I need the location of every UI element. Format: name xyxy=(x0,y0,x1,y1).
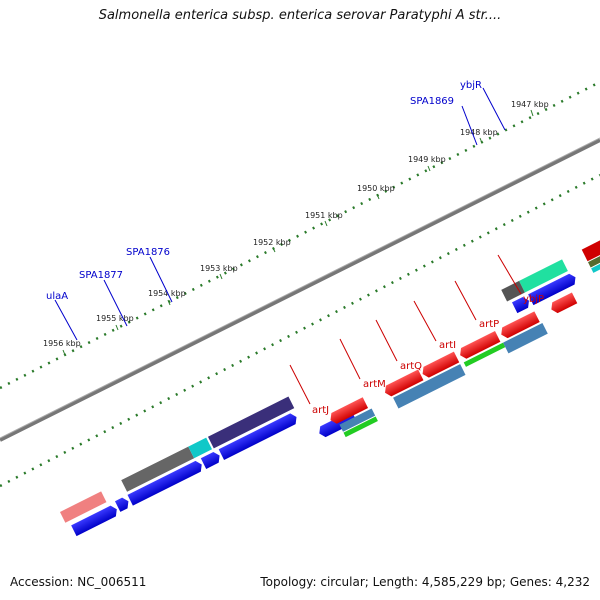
gene-arrow[interactable] xyxy=(499,311,540,340)
gene-arrow[interactable] xyxy=(328,397,369,425)
gene-block[interactable] xyxy=(581,231,600,262)
tick-label: 1952 kbp xyxy=(253,238,291,247)
tick-label: 1951 kbp xyxy=(305,211,343,220)
accession-text: Accession: NC_006511 xyxy=(10,575,147,589)
tick-label: 1953 kbp xyxy=(200,264,238,273)
gene-arrow[interactable] xyxy=(218,412,299,460)
tick-labels: 1947 kbp 1948 kbp 1949 kbp 1950 kbp 1951… xyxy=(43,100,549,348)
gene-block[interactable] xyxy=(339,408,376,432)
gene-block[interactable] xyxy=(188,437,212,459)
gene-label-artJ[interactable]: artJ xyxy=(312,405,329,416)
gene-block[interactable] xyxy=(503,322,548,354)
reverse-genes xyxy=(319,292,578,438)
bottom-gene-labels: ybjP artP artI artQ artM artJ xyxy=(289,254,544,416)
map-title: Salmonella enterica subsp. enterica sero… xyxy=(98,8,502,23)
tick-label: 1956 kbp xyxy=(43,339,81,348)
tick-label: 1954 kbp xyxy=(148,289,186,298)
gene-arrow[interactable] xyxy=(511,295,532,314)
gene-label-SPA1869[interactable]: SPA1869 xyxy=(410,96,454,107)
gene-arrow[interactable] xyxy=(114,496,131,512)
tick-label: 1949 kbp xyxy=(408,155,446,164)
gene-block[interactable] xyxy=(501,280,525,302)
gene-block[interactable] xyxy=(59,491,107,523)
gene-block[interactable] xyxy=(463,342,506,367)
gene-label-artP[interactable]: artP xyxy=(479,319,499,330)
forward-arrows xyxy=(71,272,578,537)
gene-arrow[interactable] xyxy=(528,272,578,306)
tick-label: 1955 kbp xyxy=(96,314,134,323)
gene-label-artI[interactable]: artI xyxy=(439,340,456,351)
forward-blocks xyxy=(59,231,600,523)
genome-backbone xyxy=(0,137,600,442)
gene-arrow[interactable] xyxy=(420,351,460,380)
gene-label-ybjP[interactable]: ybjP xyxy=(523,294,544,305)
gene-arrow[interactable] xyxy=(127,459,205,506)
tick-label: 1948 kbp xyxy=(460,128,498,137)
gene-label-artQ[interactable]: artQ xyxy=(400,361,422,372)
gene-block[interactable] xyxy=(519,259,568,293)
gene-label-ybjR[interactable]: ybjR xyxy=(460,80,482,91)
gene-label-SPA1877[interactable]: SPA1877 xyxy=(79,270,123,281)
gene-arrow[interactable] xyxy=(457,331,501,361)
gene-block[interactable] xyxy=(343,416,378,438)
gene-block[interactable] xyxy=(207,396,295,449)
gene-arrow[interactable] xyxy=(382,369,424,399)
gene-label-ulaA[interactable]: ulaA xyxy=(46,291,68,302)
gene-label-artM[interactable]: artM xyxy=(363,379,386,390)
tick-label: 1950 kbp xyxy=(357,184,395,193)
tick-pointers xyxy=(62,109,534,356)
gene-arrow[interactable] xyxy=(71,504,119,537)
gene-arrow[interactable] xyxy=(200,450,222,469)
gene-arrow[interactable] xyxy=(549,292,578,315)
forward-genes xyxy=(59,231,600,537)
topology-text: Topology: circular; Length: 4,585,229 bp… xyxy=(260,575,590,589)
gene-block[interactable] xyxy=(121,446,195,492)
top-gene-labels: ybjR SPA1869 SPA1876 SPA1877 ulaA xyxy=(46,80,506,341)
tick-label: 1947 kbp xyxy=(511,100,549,109)
gene-label-SPA1876[interactable]: SPA1876 xyxy=(126,247,170,258)
gene-block[interactable] xyxy=(393,364,466,409)
gene-block[interactable] xyxy=(587,244,600,268)
